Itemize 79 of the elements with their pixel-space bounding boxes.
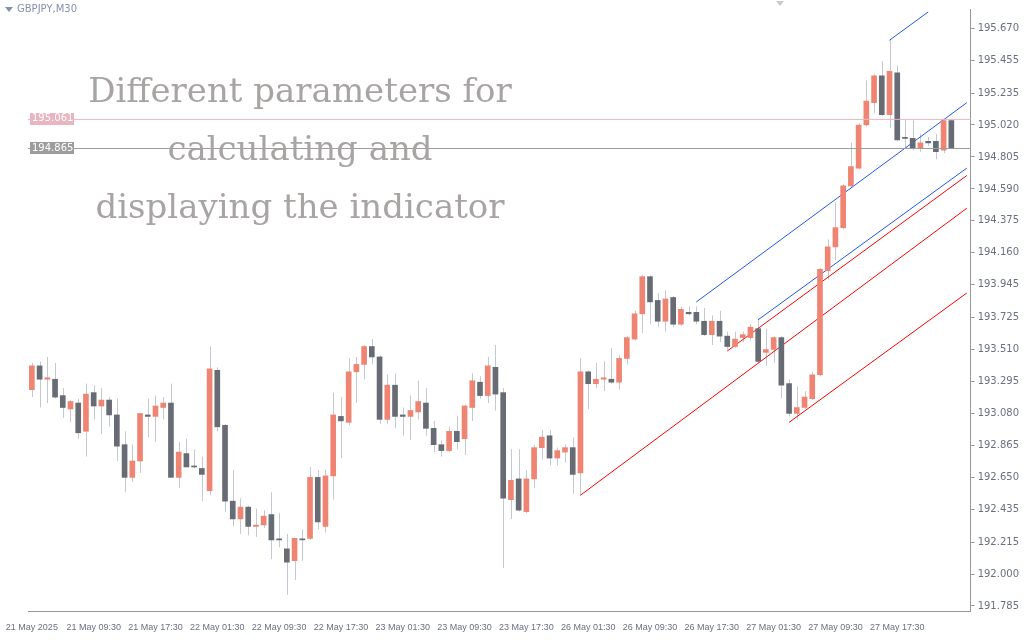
y-tick-label: 195.670 [977,21,1020,33]
y-tick-label: 192.215 [977,535,1020,547]
candlestick [129,444,136,483]
candlestick [229,469,236,527]
candlestick [369,338,375,365]
y-tick-label: 194.590 [977,182,1020,194]
y-tick-label: 191.785 [977,599,1020,611]
y-tick-label: 193.080 [977,407,1020,419]
x-tick-label: 21 May 17:30 [128,622,183,633]
x-tick-label: 23 May 01:30 [375,622,431,633]
y-tick-label: 195.235 [977,86,1020,98]
y-tick-label: 192.435 [977,502,1020,514]
x-tick-label: 26 May 17:30 [684,622,740,633]
candlestick [415,380,422,420]
candlestick [106,396,112,428]
y-tick-label: 195.455 [977,53,1020,65]
candlestick [770,335,777,364]
candlestick [407,395,414,441]
candlestick [585,369,592,410]
x-tick-label: 27 May 17:30 [869,622,925,633]
x-tick-label: 23 May 09:30 [437,622,492,633]
y-tick-label: 192.650 [977,470,1020,482]
y-tick-label: 192.000 [977,567,1020,579]
candlestick [446,426,452,453]
candlestick [763,328,769,367]
y-tick-label: 193.295 [977,375,1020,387]
x-tick-label: 21 May 2025 [5,622,58,633]
candlestick [508,448,514,520]
candlestick [848,142,854,188]
x-tick-label: 22 May 09:30 [251,622,307,633]
y-tick-label: 194.160 [977,246,1020,258]
candlestick [678,305,684,327]
ref-line-label: 195.061 [32,112,74,124]
candlestick [338,396,344,459]
candlestick [199,456,205,502]
candlestick [701,307,707,337]
x-tick-label: 22 May 17:30 [313,622,369,633]
candlestick [454,415,460,450]
candlestick [909,120,916,151]
y-tick-label: 192.865 [977,439,1020,450]
candlestick [144,398,151,438]
candlestick [361,344,367,380]
candlestick [793,386,800,420]
candlestick [276,512,282,548]
candlestick [299,528,306,562]
ref-line-label: 194.865 [32,141,74,153]
candlestick [245,505,252,536]
candlestick [654,292,661,328]
y-tick-label: 194.375 [977,214,1020,226]
chart-title: GBPJPY,M30 [17,3,78,14]
x-tick-label: 27 May 01:30 [746,622,801,633]
candlestick [933,133,939,160]
x-tick-label: 21 May 09:30 [66,622,121,633]
y-tick-label: 195.020 [977,118,1020,130]
candlestick [284,533,290,596]
y-tick-label: 194.805 [977,150,1020,162]
candlestick [90,384,97,420]
candlestick [477,375,483,400]
candlestick [253,508,259,538]
x-tick-label: 26 May 09:30 [622,622,678,633]
candlestick [538,429,545,461]
candlestick [399,406,406,437]
candlestick [593,362,599,389]
candlestick [160,396,167,420]
candlestick [902,118,908,148]
candlestick [608,347,615,385]
x-tick-label: 23 May 17:30 [499,622,554,633]
y-tick-label: 193.510 [977,343,1020,355]
y-tick-label: 193.725 [977,311,1020,323]
candlestick [600,360,607,392]
y-tick-label: 193.945 [977,278,1020,290]
x-tick-label: 27 May 09:30 [808,622,863,633]
candlestick [708,314,715,346]
candlestick [623,335,630,365]
candlestick [44,356,51,404]
x-tick-label: 22 May 01:30 [190,622,245,633]
candlestick [59,387,66,419]
candlestick [52,362,58,400]
x-tick-label: 26 May 01:30 [560,622,616,633]
